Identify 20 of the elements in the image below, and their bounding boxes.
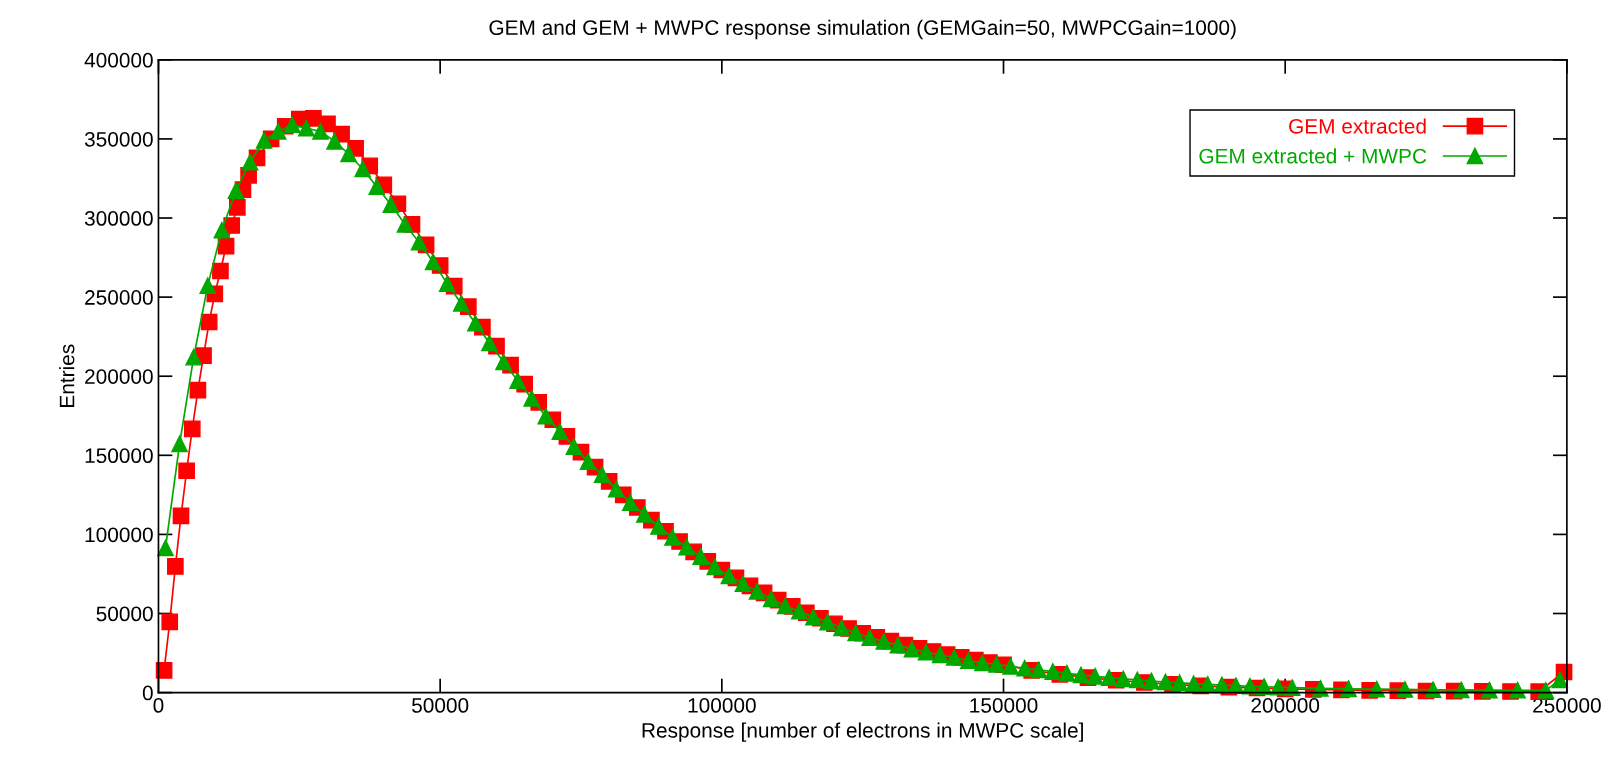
x-tick-label: 0	[153, 698, 164, 713]
legend-label: GEM extracted	[1289, 118, 1426, 134]
legend-label: GEM extracted + MWPC	[1199, 148, 1427, 164]
x-tick-label: 200000	[1251, 698, 1320, 713]
x-tick-label: 250000	[1533, 698, 1601, 713]
y-tick-label: 250000	[85, 290, 153, 305]
y-axis-title: Entries	[59, 344, 75, 407]
x-axis-title: Response [number of electrons in MWPC scale]	[642, 722, 1083, 742]
y-tick-label: 150000	[85, 448, 153, 464]
y-tick-label: 200000	[85, 369, 153, 384]
x-tick-label: 150000	[970, 698, 1038, 713]
chart-title: GEM and GEM + MWPC response simulation (GEMGain=50, MWPCGain=1000)	[489, 19, 1236, 40]
x-tick-label: 100000	[688, 698, 756, 713]
y-tick-label: 0	[142, 685, 153, 701]
y-tick-label: 100000	[85, 527, 153, 543]
x-tick-label: 50000	[412, 698, 469, 713]
y-tick-label: 350000	[84, 131, 153, 147]
y-tick-label: 400000	[84, 52, 153, 68]
y-tick-label: 300000	[84, 211, 153, 226]
y-tick-label: 50000	[96, 606, 153, 622]
